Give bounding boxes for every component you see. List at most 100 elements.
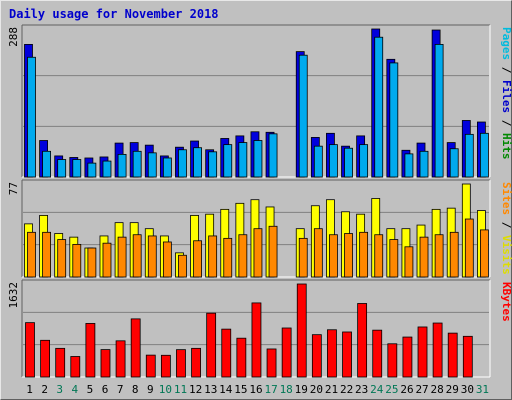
bottom-bar-kbytes bbox=[342, 331, 352, 378]
top-bar-files bbox=[132, 150, 142, 178]
legend-entry: Pages bbox=[500, 27, 512, 60]
bottom-bar-kbytes bbox=[266, 348, 277, 378]
bottom-bar-kbytes bbox=[462, 335, 473, 378]
bottom-bar-kbytes bbox=[221, 328, 232, 378]
top-bar-files bbox=[42, 150, 51, 178]
middle-bar-sites bbox=[313, 228, 323, 278]
x-tick-label: 28 bbox=[431, 383, 444, 396]
top-bar-files bbox=[434, 44, 444, 178]
top-bar-files bbox=[268, 133, 278, 178]
bottom-bar-kbytes bbox=[176, 349, 186, 378]
bottom-bar-kbytes bbox=[357, 303, 368, 378]
middle-bar-sites bbox=[449, 231, 459, 278]
top-bar-files bbox=[72, 159, 82, 178]
top-bar-files bbox=[253, 140, 263, 178]
top-bar-files bbox=[298, 54, 308, 178]
x-tick-label: 30 bbox=[461, 383, 474, 396]
top-bar-files bbox=[480, 132, 489, 178]
top-legend: Pages / Files / Hits bbox=[500, 27, 512, 160]
top-bar-files bbox=[374, 36, 384, 178]
top-bar-files bbox=[344, 147, 353, 178]
middle-bar-sites bbox=[404, 246, 414, 278]
bottom-bar-kbytes bbox=[281, 327, 292, 378]
x-tick-label: 26 bbox=[400, 383, 413, 396]
top-bar-files bbox=[329, 144, 338, 178]
middle-bar-sites bbox=[72, 243, 82, 278]
top-bar-files bbox=[87, 162, 97, 178]
x-tick-label: 15 bbox=[234, 383, 247, 396]
x-tick-label: 14 bbox=[219, 383, 233, 396]
middle-bar-sites bbox=[464, 218, 474, 278]
top-bar-files bbox=[162, 157, 172, 178]
bottom-bar-kbytes bbox=[40, 339, 50, 378]
bottom-bar-kbytes bbox=[417, 326, 428, 378]
bottom-bar-kbytes bbox=[447, 332, 458, 378]
top-ymax-label: 288 bbox=[7, 27, 20, 47]
top-bar-files bbox=[238, 142, 248, 178]
x-tick-label: 9 bbox=[147, 383, 154, 396]
bottom-bar-kbytes bbox=[236, 337, 247, 378]
legend-separator: / bbox=[500, 60, 512, 80]
x-tick-label: 31 bbox=[476, 383, 489, 396]
x-tick-label: 19 bbox=[295, 383, 308, 396]
legend-separator: / bbox=[500, 113, 512, 133]
middle-bar-sites bbox=[238, 234, 248, 278]
middle-bar-sites bbox=[57, 239, 67, 278]
bottom-bar-kbytes bbox=[402, 336, 413, 378]
middle-bar-sites bbox=[87, 247, 97, 278]
bottom-bar-kbytes bbox=[191, 347, 201, 378]
x-tick-label: 13 bbox=[204, 383, 217, 396]
x-tick-label: 3 bbox=[56, 383, 63, 396]
bottom-bar-kbytes bbox=[130, 318, 141, 378]
x-tick-label: 18 bbox=[280, 383, 293, 396]
middle-bar-sites bbox=[419, 236, 429, 278]
x-tick-label: 8 bbox=[132, 383, 139, 396]
x-tick-label: 20 bbox=[310, 383, 323, 396]
top-bar-files bbox=[223, 144, 233, 178]
middle-bar-sites bbox=[27, 231, 36, 278]
middle-bar-sites bbox=[162, 241, 172, 278]
bottom-bar-kbytes bbox=[115, 340, 126, 378]
middle-bar-sites bbox=[42, 231, 51, 278]
middle-ymax-label: 77 bbox=[7, 182, 20, 195]
bottom-bar-kbytes bbox=[160, 354, 171, 378]
bottom-bar-kbytes bbox=[100, 349, 111, 378]
middle-bar-sites bbox=[359, 231, 369, 278]
top-bar-files bbox=[57, 159, 67, 178]
bottom-bar-kbytes bbox=[70, 356, 81, 378]
x-tick-label: 24 bbox=[370, 383, 384, 396]
x-tick-label: 2 bbox=[41, 383, 48, 396]
middle-bar-sites bbox=[193, 240, 202, 278]
x-tick-label: 7 bbox=[117, 383, 124, 396]
bottom-bar-kbytes bbox=[372, 329, 383, 378]
bottom-bar-kbytes bbox=[25, 322, 35, 378]
top-bar-files bbox=[208, 151, 218, 178]
top-bar-files bbox=[449, 148, 459, 178]
middle-bar-sites bbox=[102, 242, 112, 278]
x-tick-label: 21 bbox=[325, 383, 338, 396]
x-tick-label: 17 bbox=[264, 383, 277, 396]
bottom-bar-kbytes bbox=[251, 302, 262, 378]
bottom-bar-kbytes bbox=[296, 283, 307, 378]
middle-bar-sites bbox=[147, 235, 157, 278]
middle-bar-sites bbox=[178, 254, 187, 278]
middle-bar-sites bbox=[298, 237, 308, 278]
bottom-bar-kbytes bbox=[432, 322, 443, 378]
middle-bar-sites bbox=[329, 234, 338, 278]
legend-entry: Hits bbox=[500, 133, 512, 160]
middle-bar-sites bbox=[268, 225, 278, 278]
legend-separator: / bbox=[500, 215, 512, 235]
middle-bar-sites bbox=[117, 236, 127, 278]
x-tick-label: 6 bbox=[102, 383, 109, 396]
middle-bar-sites bbox=[389, 239, 399, 278]
middle-bar-sites bbox=[223, 237, 233, 278]
middle-bar-sites bbox=[132, 234, 142, 278]
bottom-ymax-label: 1632 bbox=[7, 282, 20, 309]
x-tick-label: 1 bbox=[26, 383, 33, 396]
top-bar-files bbox=[117, 153, 127, 178]
chart-title: Daily usage for November 2018 bbox=[9, 7, 219, 21]
bottom-legend: KBytes bbox=[500, 282, 512, 322]
top-bar-files bbox=[102, 160, 112, 178]
middle-bar-sites bbox=[374, 234, 384, 278]
